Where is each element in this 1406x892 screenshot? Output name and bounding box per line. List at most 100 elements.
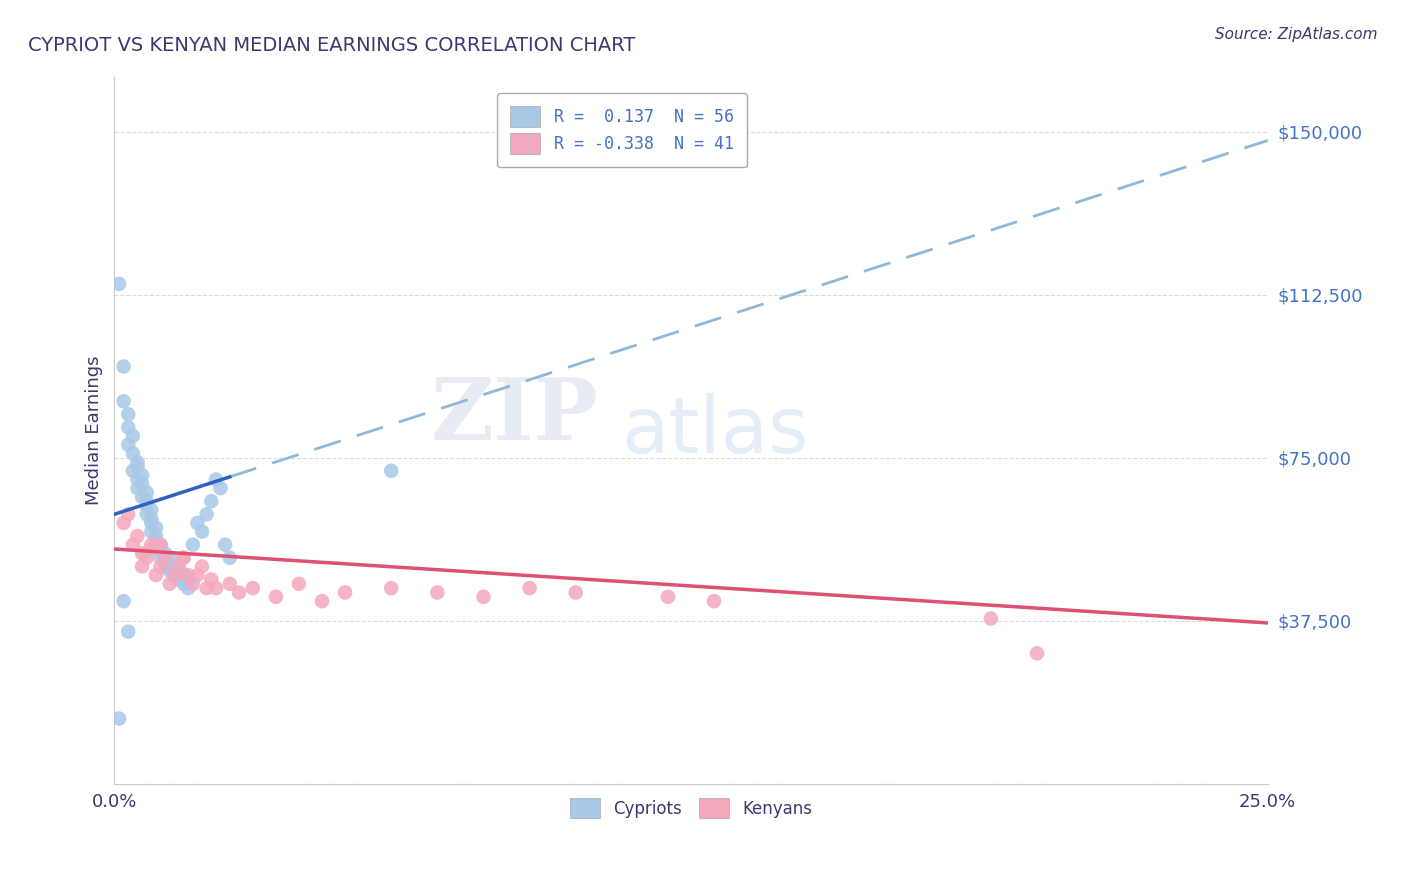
Point bbox=[264, 590, 287, 604]
Point bbox=[121, 446, 143, 460]
Point bbox=[242, 581, 264, 595]
Point bbox=[1026, 646, 1049, 660]
Point bbox=[167, 559, 190, 574]
Point bbox=[112, 359, 135, 374]
Point bbox=[177, 568, 200, 582]
Point bbox=[181, 576, 204, 591]
Point bbox=[131, 468, 153, 483]
Point bbox=[141, 511, 163, 525]
Point bbox=[141, 503, 163, 517]
Point bbox=[380, 464, 402, 478]
Point bbox=[112, 594, 135, 608]
Point bbox=[127, 459, 149, 474]
Point bbox=[112, 394, 135, 409]
Point bbox=[149, 542, 172, 557]
Point bbox=[149, 538, 172, 552]
Point bbox=[141, 516, 163, 530]
Point bbox=[159, 564, 181, 578]
Point bbox=[288, 576, 311, 591]
Point bbox=[195, 508, 218, 522]
Point bbox=[153, 559, 176, 574]
Point bbox=[135, 494, 157, 508]
Point bbox=[205, 581, 228, 595]
Point bbox=[145, 568, 167, 582]
Point bbox=[127, 529, 149, 543]
Point bbox=[173, 550, 195, 565]
Point bbox=[181, 538, 204, 552]
Point bbox=[117, 438, 139, 452]
Point bbox=[145, 533, 167, 548]
Point bbox=[214, 538, 236, 552]
Point bbox=[163, 559, 186, 574]
Point bbox=[209, 481, 232, 495]
Point bbox=[200, 573, 222, 587]
Point bbox=[980, 611, 1002, 625]
Point bbox=[127, 455, 149, 469]
Point bbox=[191, 524, 214, 539]
Point bbox=[159, 576, 181, 591]
Point bbox=[131, 476, 153, 491]
Point bbox=[131, 546, 153, 560]
Point bbox=[145, 529, 167, 543]
Point bbox=[149, 550, 172, 565]
Point bbox=[195, 581, 218, 595]
Point bbox=[145, 520, 167, 534]
Point bbox=[173, 550, 195, 565]
Text: ZIP: ZIP bbox=[432, 375, 599, 458]
Point bbox=[177, 573, 200, 587]
Point bbox=[141, 538, 163, 552]
Point bbox=[135, 485, 157, 500]
Point bbox=[135, 499, 157, 513]
Point bbox=[163, 568, 186, 582]
Point bbox=[141, 524, 163, 539]
Y-axis label: Median Earnings: Median Earnings bbox=[86, 356, 103, 506]
Point bbox=[311, 594, 333, 608]
Point bbox=[200, 494, 222, 508]
Point bbox=[186, 568, 208, 582]
Point bbox=[153, 546, 176, 560]
Point bbox=[149, 559, 172, 574]
Point bbox=[186, 516, 208, 530]
Point bbox=[333, 585, 356, 599]
Point bbox=[121, 464, 143, 478]
Text: atlas: atlas bbox=[621, 392, 810, 468]
Point bbox=[108, 712, 131, 726]
Point bbox=[173, 568, 195, 582]
Point bbox=[218, 576, 240, 591]
Point bbox=[121, 538, 143, 552]
Point bbox=[472, 590, 495, 604]
Point bbox=[159, 550, 181, 565]
Point bbox=[218, 550, 240, 565]
Point bbox=[117, 420, 139, 434]
Point bbox=[519, 581, 541, 595]
Point bbox=[167, 564, 190, 578]
Point bbox=[108, 277, 131, 291]
Point bbox=[153, 555, 176, 569]
Point bbox=[191, 559, 214, 574]
Point bbox=[135, 550, 157, 565]
Point bbox=[127, 473, 149, 487]
Point bbox=[167, 573, 190, 587]
Point bbox=[149, 538, 172, 552]
Point bbox=[173, 576, 195, 591]
Point bbox=[121, 429, 143, 443]
Point bbox=[153, 550, 176, 565]
Point bbox=[564, 585, 586, 599]
Point bbox=[228, 585, 250, 599]
Point bbox=[380, 581, 402, 595]
Point bbox=[135, 508, 157, 522]
Point bbox=[117, 508, 139, 522]
Point bbox=[127, 481, 149, 495]
Point bbox=[426, 585, 449, 599]
Point bbox=[177, 581, 200, 595]
Point bbox=[141, 542, 163, 557]
Point bbox=[205, 473, 228, 487]
Point bbox=[131, 559, 153, 574]
Text: CYPRIOT VS KENYAN MEDIAN EARNINGS CORRELATION CHART: CYPRIOT VS KENYAN MEDIAN EARNINGS CORREL… bbox=[28, 36, 636, 54]
Point bbox=[117, 407, 139, 421]
Point bbox=[163, 568, 186, 582]
Text: Source: ZipAtlas.com: Source: ZipAtlas.com bbox=[1215, 27, 1378, 42]
Point bbox=[112, 516, 135, 530]
Point bbox=[703, 594, 725, 608]
Legend: Cypriots, Kenyans: Cypriots, Kenyans bbox=[564, 791, 818, 825]
